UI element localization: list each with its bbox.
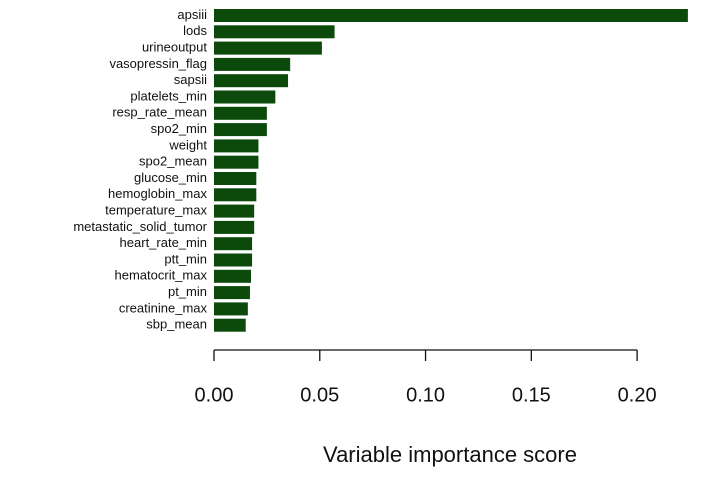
bar (214, 57, 291, 71)
y-tick-label: creatinine_max (119, 300, 208, 315)
y-tick-label: apsiii (177, 7, 207, 22)
bar (214, 74, 289, 88)
bar (214, 253, 253, 267)
y-tick-label: glucose_min (134, 170, 207, 185)
bar (214, 172, 257, 185)
bar (214, 220, 255, 234)
y-tick-label: spo2_mean (139, 154, 207, 169)
bar (214, 90, 276, 104)
bar (214, 286, 250, 300)
x-tick-label: 0.10 (406, 384, 445, 406)
bar (214, 123, 267, 137)
bar (214, 41, 322, 55)
x-tick-label: 0.00 (195, 384, 234, 406)
y-tick-label: spo2_min (151, 121, 207, 136)
bar (214, 139, 259, 153)
y-tick-label: ptt_min (164, 251, 207, 266)
y-tick-label: sbp_mean (146, 317, 207, 332)
y-tick-label: temperature_max (105, 203, 207, 218)
y-tick-label: lods (183, 23, 207, 38)
bar (214, 25, 335, 39)
x-tick-label: 0.15 (512, 384, 551, 406)
y-tick-label: vasopressin_flag (109, 56, 207, 71)
y-tick-label: resp_rate_mean (112, 105, 207, 120)
y-tick-label: weight (168, 137, 207, 152)
y-tick-label: metastatic_solid_tumor (73, 219, 207, 234)
x-tick-label: 0.20 (618, 384, 657, 406)
y-tick-label: urineoutput (142, 40, 207, 55)
y-tick-label: platelets_min (130, 88, 207, 103)
bar (214, 155, 259, 169)
bar (214, 204, 255, 218)
bar (214, 188, 257, 202)
y-tick-label: pt_min (168, 284, 207, 299)
y-tick-label: heart_rate_min (120, 235, 207, 250)
bar (214, 237, 253, 251)
y-tick-label: hematocrit_max (115, 268, 208, 283)
bar (214, 302, 248, 316)
bar (214, 318, 246, 332)
y-tick-label: sapsii (174, 72, 207, 87)
bar (214, 106, 267, 120)
x-tick-label: 0.05 (300, 384, 339, 406)
bar (214, 269, 252, 283)
x-axis-label: Variable importance score (323, 442, 577, 467)
bar (214, 9, 688, 22)
y-tick-label: hemoglobin_max (108, 186, 208, 201)
